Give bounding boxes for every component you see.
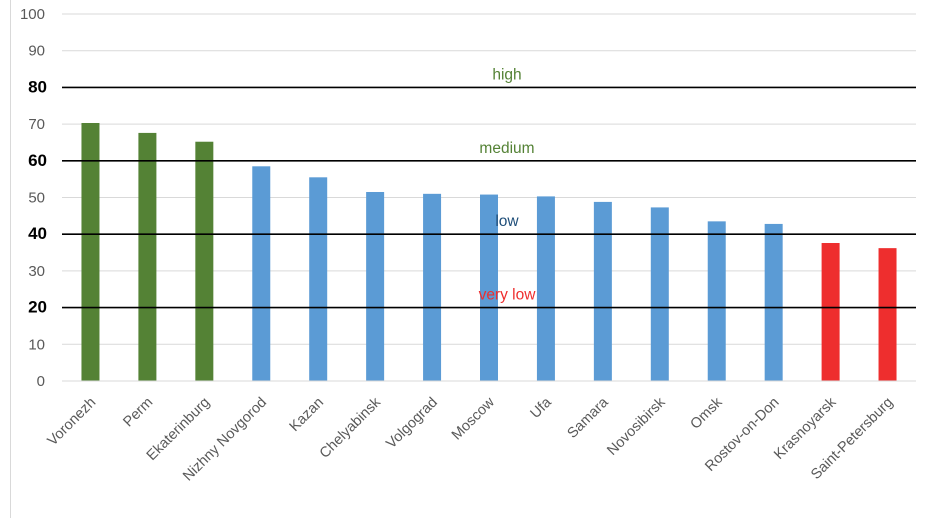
x-tick-label-samara: Samara	[564, 394, 612, 442]
bar-novosibirsk	[650, 207, 669, 381]
band-label-high: high	[492, 66, 521, 83]
bar-kazan	[309, 177, 328, 381]
x-tick-label-moscow: Moscow	[449, 394, 498, 443]
bar-voronezh	[81, 122, 100, 382]
bar-ekaterinburg	[195, 141, 214, 381]
x-tick-label-omsk: Omsk	[687, 394, 726, 433]
x-tick-label-chelyabinsk: Chelyabinsk	[317, 394, 385, 462]
band-label-very-low: very low	[479, 287, 537, 304]
x-tick-label-volgograd: Volgograd	[383, 395, 440, 452]
y-tick-label-0: 0	[37, 373, 45, 390]
y-tick-label-40: 40	[28, 224, 47, 243]
y-tick-label-20: 20	[28, 298, 47, 317]
x-tick-label-voronezh: Voronezh	[45, 395, 100, 450]
y-tick-label-10: 10	[28, 336, 45, 353]
y-tick-label-50: 50	[28, 190, 45, 207]
band-label-medium: medium	[479, 140, 534, 157]
x-tick-label-ufa: Ufa	[527, 394, 555, 422]
x-tick-label-perm: Perm	[120, 395, 156, 431]
bar-volgograd	[423, 193, 442, 381]
y-tick-label-100: 100	[20, 6, 45, 23]
x-tick-label-novosibirsk: Novosibirsk	[604, 394, 669, 459]
bar-saint-petersburg	[878, 248, 897, 381]
y-tick-label-30: 30	[28, 263, 45, 280]
y-tick-label-80: 80	[28, 77, 47, 96]
bar-krasnoyarsk	[821, 243, 840, 381]
bar-ufa	[536, 196, 555, 381]
y-tick-label-70: 70	[28, 116, 45, 133]
band-label-low: low	[495, 213, 519, 230]
bar-chelyabinsk	[366, 191, 385, 381]
bar-rostov-on-don	[764, 223, 783, 381]
bar-perm	[138, 132, 157, 381]
y-tick-label-60: 60	[28, 151, 47, 170]
bar-samara	[593, 201, 612, 381]
x-tick-label-kazan: Kazan	[287, 395, 327, 435]
bar-nizhny-novgorod	[252, 166, 271, 381]
bar-moscow	[480, 194, 498, 381]
y-tick-label-90: 90	[28, 43, 45, 60]
left-border	[10, 0, 11, 518]
bar-omsk	[707, 221, 726, 381]
